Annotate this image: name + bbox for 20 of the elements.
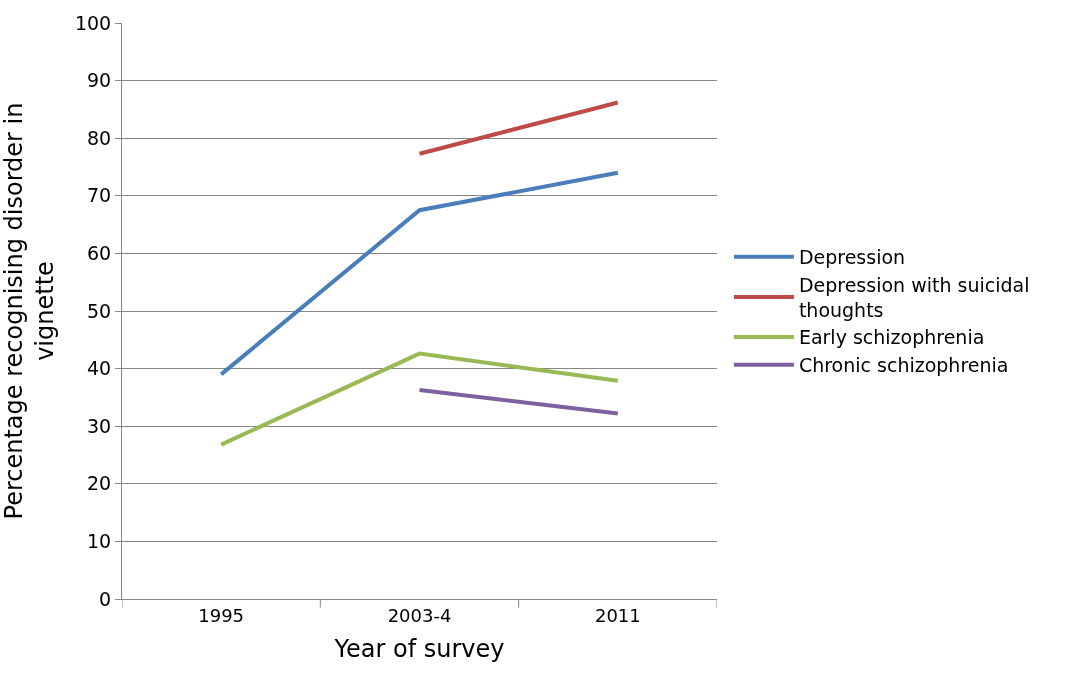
x-tick-label: 2003-4 (387, 604, 452, 626)
y-tick-label: 60 (87, 242, 112, 265)
y-tick-label: 0 (99, 587, 112, 610)
legend-label: Early schizophrenia (798, 326, 985, 349)
x-axis-title: Year of survey (333, 634, 505, 663)
x-tick-label: 2011 (594, 604, 641, 626)
y-tick-label: 70 (87, 184, 112, 207)
y-tick-label: 30 (87, 414, 112, 437)
y-tick-label: 10 (87, 530, 112, 553)
y-tick-label: 100 (74, 11, 112, 34)
y-tick-label: 20 (87, 472, 112, 495)
y-axis-title: Percentage recognising disorder in vignette (0, 102, 60, 520)
y-tick-label: 90 (87, 69, 112, 92)
x-tick-label: 1995 (198, 604, 245, 626)
y-tick-label: 40 (87, 357, 112, 380)
y-tick-label: 80 (87, 126, 112, 149)
legend-label: Depression (798, 246, 906, 269)
legend-label: Depression with suicidal thoughts (798, 273, 1030, 321)
y-tick-label: 50 (87, 299, 112, 322)
legend-label: Chronic schizophrenia (798, 354, 1009, 377)
